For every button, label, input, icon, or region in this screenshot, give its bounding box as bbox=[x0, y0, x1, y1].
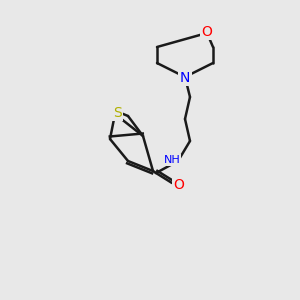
Text: O: O bbox=[174, 178, 184, 192]
Text: NH: NH bbox=[164, 155, 180, 165]
Text: O: O bbox=[202, 25, 212, 39]
Text: S: S bbox=[112, 106, 122, 120]
Text: N: N bbox=[180, 71, 190, 85]
